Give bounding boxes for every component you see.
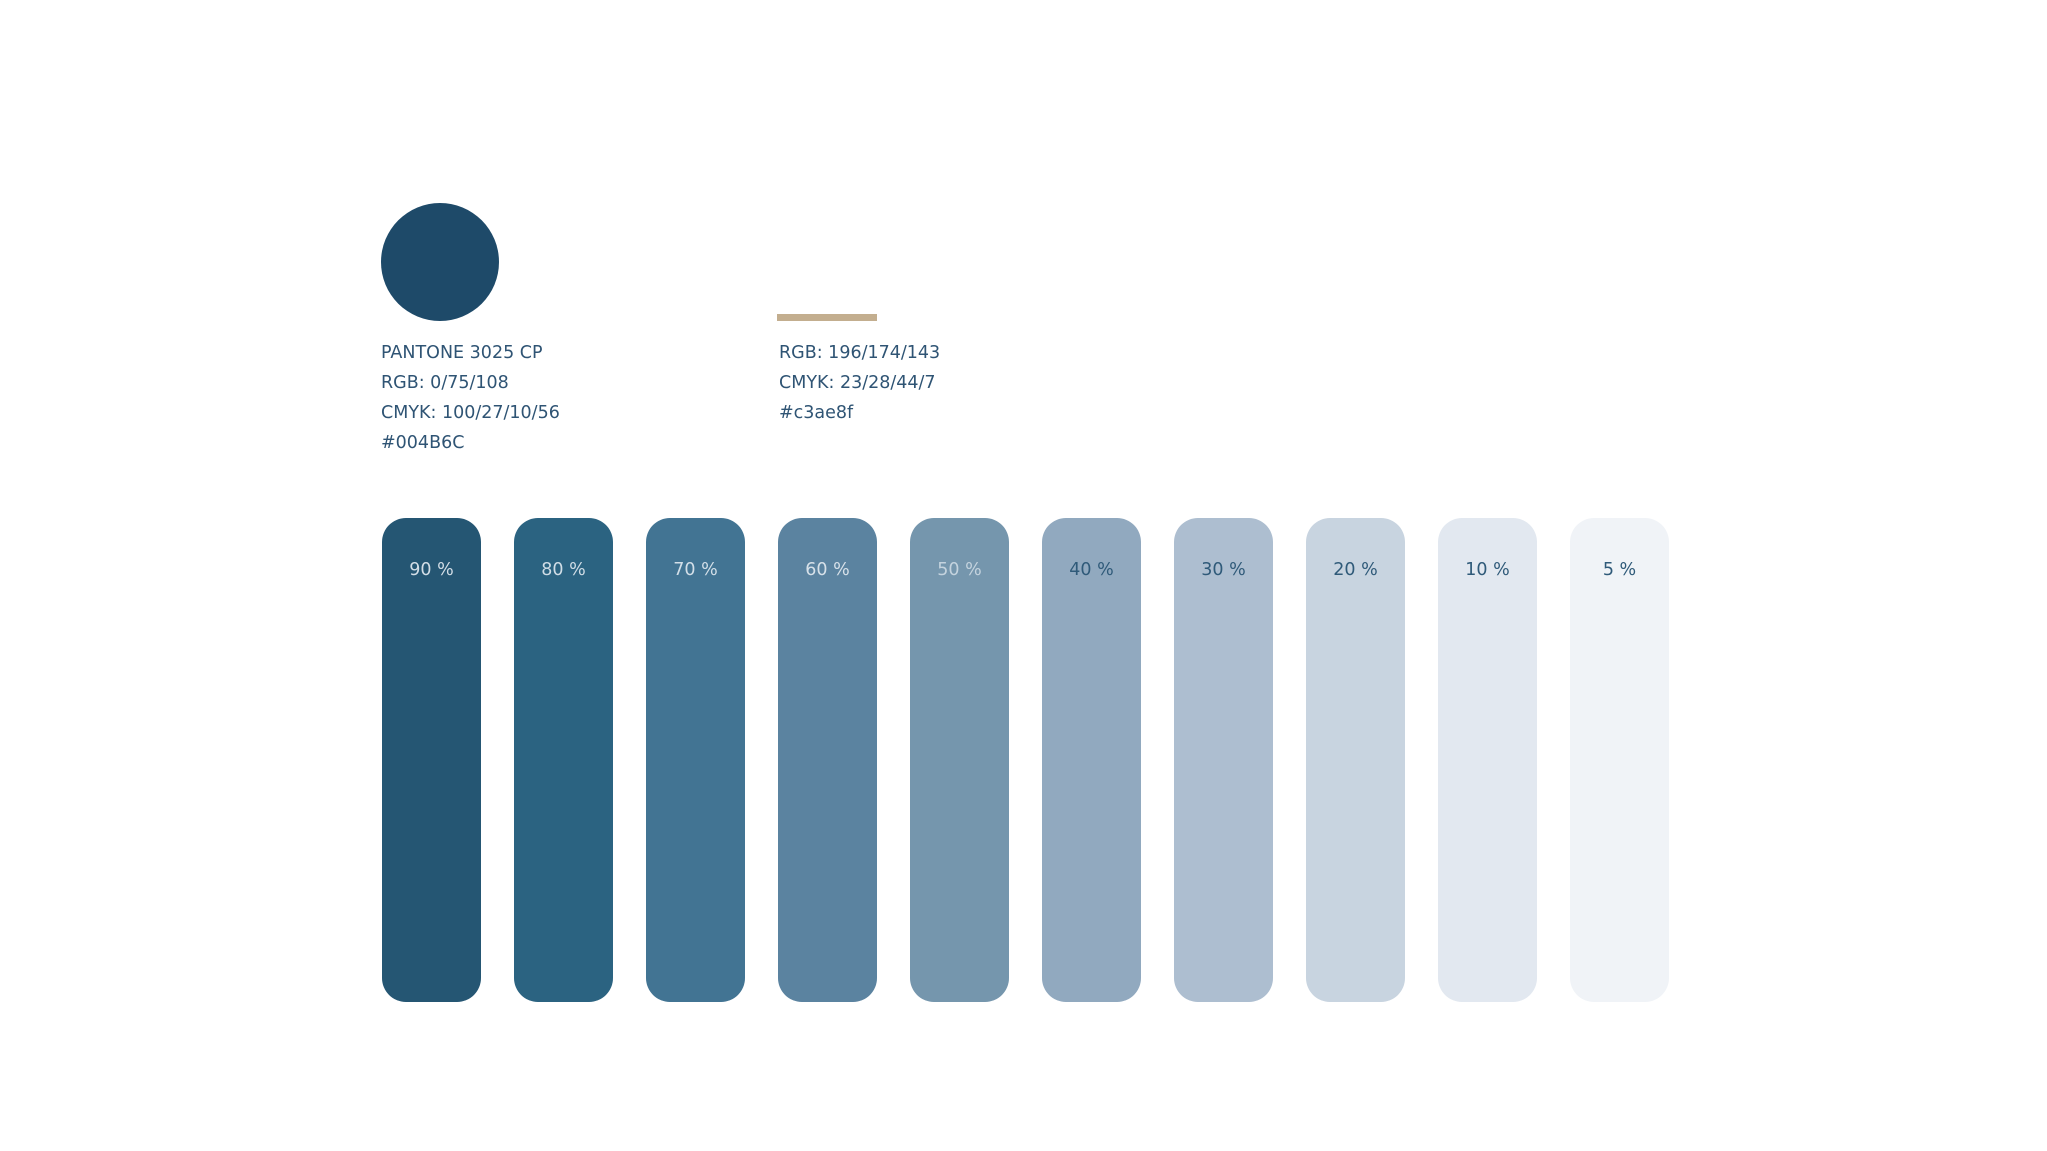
tint-bar-40: 40 % — [1042, 518, 1141, 1002]
tint-label: 70 % — [673, 560, 718, 580]
tint-bar-90: 90 % — [382, 518, 481, 1002]
primary-cmyk-value: CMYK: 100/27/10/56 — [381, 403, 560, 423]
primary-hex-value: #004B6C — [381, 433, 465, 453]
tint-bar-20: 20 % — [1306, 518, 1405, 1002]
primary-color-specs: PANTONE 3025 CP RGB: 0/75/108 CMYK: 100/… — [381, 338, 560, 458]
tint-bar-50: 50 % — [910, 518, 1009, 1002]
accent-hex-value: #c3ae8f — [779, 403, 854, 423]
accent-color-swatch — [777, 314, 877, 321]
tint-label: 90 % — [409, 560, 454, 580]
tint-label: 60 % — [805, 560, 850, 580]
primary-pantone-code: PANTONE 3025 CP — [381, 343, 543, 363]
tint-label: 80 % — [541, 560, 586, 580]
tint-label: 5 % — [1602, 560, 1637, 580]
tint-label: 40 % — [1069, 560, 1114, 580]
tint-label: 10 % — [1465, 560, 1510, 580]
tint-label: 50 % — [937, 560, 982, 580]
accent-cmyk-value: CMYK: 23/28/44/7 — [779, 373, 936, 393]
accent-color-specs: RGB: 196/174/143 CMYK: 23/28/44/7 #c3ae8… — [779, 338, 940, 428]
tint-bar-70: 70 % — [646, 518, 745, 1002]
primary-color-swatch — [381, 203, 499, 321]
tint-bar-30: 30 % — [1174, 518, 1273, 1002]
tint-label: 20 % — [1333, 560, 1378, 580]
tint-bar-10: 10 % — [1438, 518, 1537, 1002]
tint-bar-5: 5 % — [1570, 518, 1669, 1002]
tint-bar-80: 80 % — [514, 518, 613, 1002]
accent-rgb-value: RGB: 196/174/143 — [779, 343, 941, 363]
tint-bar-60: 60 % — [778, 518, 877, 1002]
tint-label: 30 % — [1201, 560, 1246, 580]
primary-rgb-value: RGB: 0/75/108 — [381, 373, 509, 393]
